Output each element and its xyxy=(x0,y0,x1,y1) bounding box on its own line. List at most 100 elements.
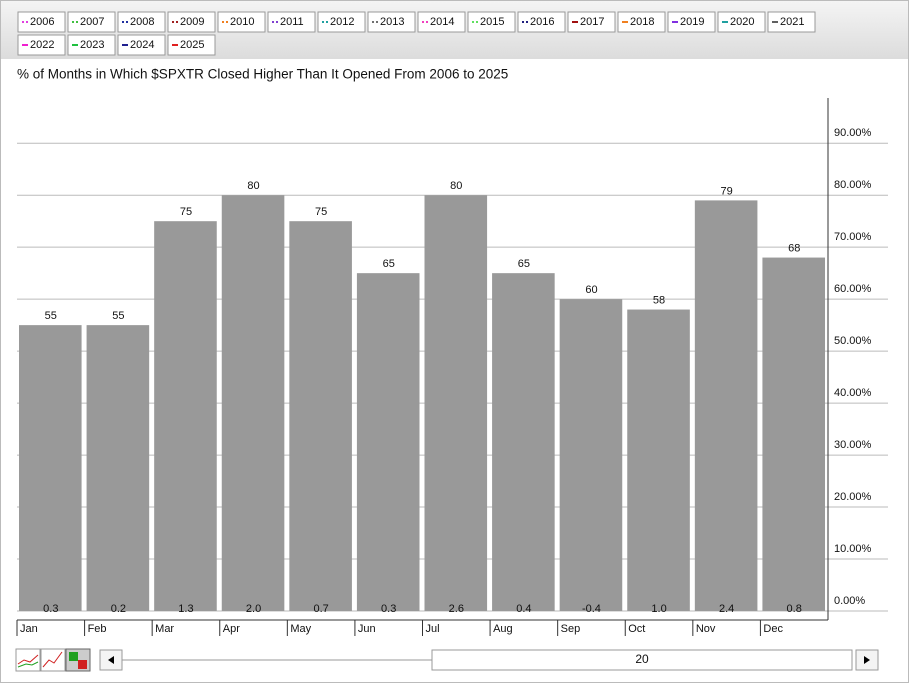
legend-button[interactable] xyxy=(117,11,166,33)
y-tick-label: 20.00% xyxy=(834,491,872,503)
value-label: 60 xyxy=(585,284,597,296)
legend-button[interactable] xyxy=(67,34,116,56)
legend-label: 2024 xyxy=(130,39,154,51)
legend-button[interactable] xyxy=(417,11,466,33)
legend-label: 2016 xyxy=(530,16,554,28)
legend-label: 2006 xyxy=(30,16,54,28)
bar xyxy=(762,257,825,611)
legend-label: 2014 xyxy=(430,16,454,28)
icon-box xyxy=(69,652,78,661)
y-tick-label: 80.00% xyxy=(834,179,872,191)
legend-button[interactable] xyxy=(17,11,66,33)
legend-label: 2013 xyxy=(380,16,404,28)
return-label: 0.2 xyxy=(111,603,126,615)
legend-label: 2019 xyxy=(680,16,704,28)
legend-button[interactable] xyxy=(267,11,316,33)
return-label: -0.4 xyxy=(582,603,601,615)
return-label: 2.4 xyxy=(719,603,734,615)
scroll-thumb[interactable] xyxy=(431,649,853,671)
bar xyxy=(356,273,420,611)
x-tick-label: Jun xyxy=(358,623,376,635)
icon-line xyxy=(17,661,39,668)
x-tick-label: Feb xyxy=(88,623,107,635)
icon-line xyxy=(17,654,39,665)
return-label: 0.7 xyxy=(313,603,328,615)
x-tick-label: Dec xyxy=(763,623,783,635)
legend-button[interactable] xyxy=(167,34,216,56)
return-label: 0.4 xyxy=(516,603,531,615)
arrow xyxy=(108,656,114,664)
y-tick-label: 30.00% xyxy=(834,439,872,451)
bar xyxy=(559,299,623,611)
chart-title: % of Months in Which $SPXTR Closed Highe… xyxy=(17,67,508,82)
legend-button[interactable] xyxy=(117,34,166,56)
legend-button[interactable] xyxy=(717,11,766,33)
legend-button[interactable] xyxy=(517,11,566,33)
y-tick-label: 60.00% xyxy=(834,283,872,295)
legend-button[interactable] xyxy=(67,11,116,33)
legend-label: 2009 xyxy=(180,16,204,28)
legend-button[interactable] xyxy=(617,11,666,33)
chart-icon[interactable] xyxy=(40,648,66,672)
legend-button[interactable] xyxy=(367,11,416,33)
y-tick-label: 50.00% xyxy=(834,335,872,347)
icon-line xyxy=(42,651,63,668)
legend-button[interactable] xyxy=(317,11,366,33)
value-label: 75 xyxy=(315,206,327,218)
bar xyxy=(86,325,150,611)
y-tick-label: 10.00% xyxy=(834,543,872,555)
value-label: 55 xyxy=(112,310,124,322)
value-label: 80 xyxy=(247,180,259,192)
y-tick-label: 0.00% xyxy=(834,595,865,607)
bar xyxy=(221,195,285,612)
bar xyxy=(289,221,352,611)
x-tick-label: Apr xyxy=(223,623,240,635)
return-label: 0.3 xyxy=(43,603,58,615)
x-tick-label: May xyxy=(290,623,311,635)
x-tick-label: Jan xyxy=(20,623,38,635)
value-label: 80 xyxy=(450,180,462,192)
value-label: 75 xyxy=(180,206,192,218)
x-tick-label: Jul xyxy=(426,623,440,635)
y-tick-label: 90.00% xyxy=(834,127,872,139)
legend-label: 2025 xyxy=(180,39,204,51)
value-label: 55 xyxy=(45,310,57,322)
legend-label: 2023 xyxy=(80,39,104,51)
legend-button[interactable] xyxy=(767,11,816,33)
x-tick-label: Aug xyxy=(493,623,513,635)
bar xyxy=(19,325,82,611)
return-label: 2.6 xyxy=(449,603,464,615)
bar xyxy=(627,309,690,611)
x-tick-label: Nov xyxy=(696,623,716,635)
legend-button[interactable] xyxy=(467,11,516,33)
legend-label: 2021 xyxy=(780,16,804,28)
bar xyxy=(492,273,555,611)
legend-label: 2008 xyxy=(130,16,154,28)
legend-label: 2017 xyxy=(580,16,604,28)
period-label: 20 xyxy=(635,652,649,666)
value-label: 79 xyxy=(721,185,733,197)
legend-label: 2007 xyxy=(80,16,104,28)
return-label: 1.3 xyxy=(178,603,193,615)
legend-button[interactable] xyxy=(17,34,66,56)
value-label: 65 xyxy=(383,258,395,270)
y-tick-label: 70.00% xyxy=(834,231,872,243)
bar xyxy=(424,195,488,612)
legend-button[interactable] xyxy=(167,11,216,33)
legend-label: 2012 xyxy=(330,16,354,28)
return-label: 0.8 xyxy=(787,603,802,615)
legend-label: 2010 xyxy=(230,16,254,28)
legend-label: 2020 xyxy=(730,16,754,28)
return-label: 2.0 xyxy=(246,603,261,615)
legend-button[interactable] xyxy=(667,11,716,33)
return-label: 1.0 xyxy=(651,603,666,615)
icon-box xyxy=(78,660,87,669)
legend-label: 2022 xyxy=(30,39,54,51)
legend-label: 2018 xyxy=(630,16,654,28)
legend-button[interactable] xyxy=(567,11,616,33)
legend-label: 2011 xyxy=(280,16,304,28)
value-label: 65 xyxy=(518,258,530,270)
legend-button[interactable] xyxy=(217,11,266,33)
line-icon[interactable] xyxy=(15,648,41,672)
